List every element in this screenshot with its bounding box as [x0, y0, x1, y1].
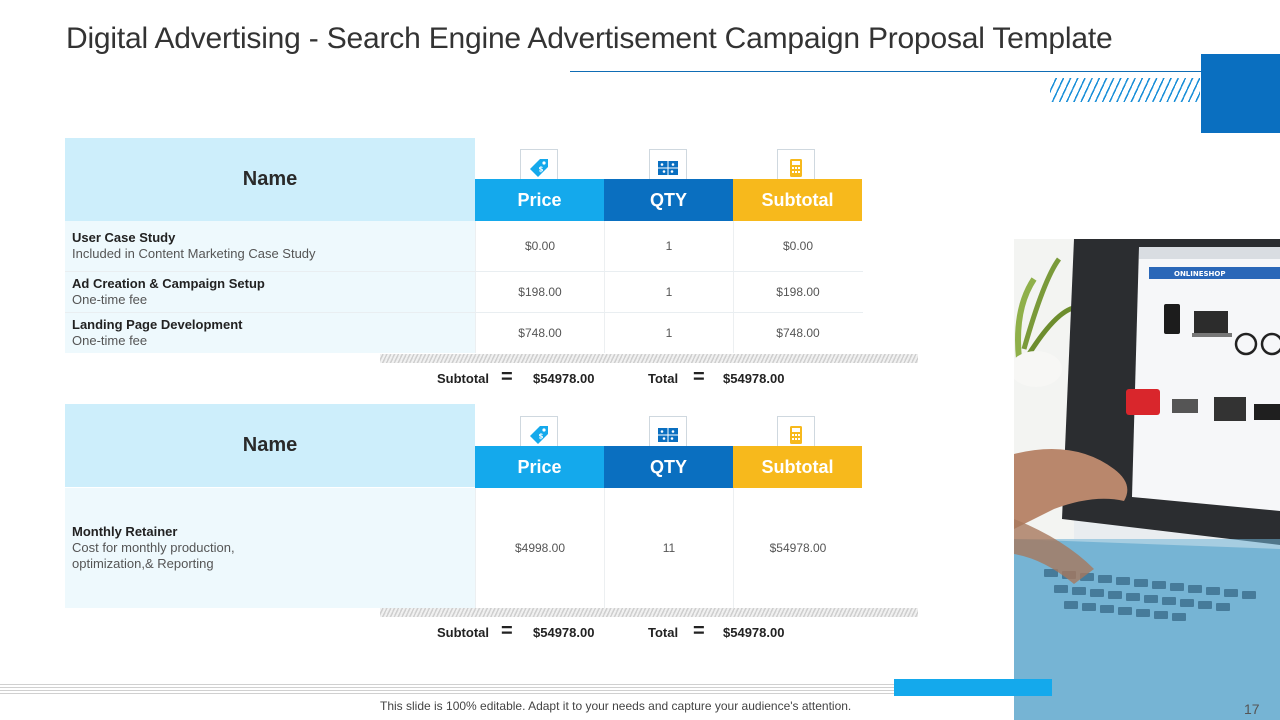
page-number: 17: [1244, 701, 1260, 717]
subtotal-value: $54978.00: [533, 625, 595, 640]
subtotal-cell: $54978.00: [733, 488, 862, 608]
decorative-hatch-bar: [380, 354, 918, 363]
total-label: Total: [648, 371, 679, 386]
slide-title: Digital Advertising - Search Engine Adve…: [66, 22, 1113, 55]
equals-sign: =: [693, 620, 705, 642]
name-column-header: Name: [65, 404, 475, 487]
table-row: User Case Study Included in Content Mark…: [65, 221, 863, 272]
row-title: Ad Creation & Campaign Setup: [72, 276, 265, 291]
equals-sign: =: [501, 366, 513, 388]
row-title: Monthly Retainer: [72, 524, 178, 539]
decorative-hatch: [1050, 78, 1200, 102]
footer-accent-bar: [894, 679, 1052, 696]
row-label: User Case Study Included in Content Mark…: [65, 221, 475, 271]
qty-column-header: QTY: [604, 179, 733, 221]
subtotal-cell: $198.00: [733, 272, 862, 312]
row-label: Landing Page Development One-time fee: [65, 313, 475, 353]
total-label: Total: [648, 625, 679, 640]
row-description: Included in Content Marketing Case Study: [72, 246, 316, 261]
qty-column-header: QTY: [604, 446, 733, 488]
row-description: Cost for monthly production,: [72, 540, 235, 555]
table-row: Ad Creation & Campaign Setup One-time fe…: [65, 272, 863, 313]
price-cell: $748.00: [475, 313, 604, 353]
row-title: Landing Page Development: [72, 317, 243, 332]
price-column-header: Price: [475, 179, 604, 221]
laptop-photo: ONLINESHOP: [1014, 239, 1280, 720]
price-column-header: Price: [475, 446, 604, 488]
svg-text:$: $: [539, 166, 544, 174]
decorative-hatch-bar: [380, 608, 918, 617]
name-column-header: Name: [65, 138, 475, 221]
qty-cell: 1: [604, 272, 733, 312]
equals-sign: =: [501, 620, 513, 642]
row-label: Ad Creation & Campaign Setup One-time fe…: [65, 272, 475, 312]
row-label: Monthly Retainer Cost for monthly produc…: [65, 488, 475, 608]
subtotal-cell: $748.00: [733, 313, 862, 353]
row-description: One-time fee: [72, 333, 148, 348]
corner-accent-block: [1201, 54, 1280, 133]
qty-cell: 1: [604, 313, 733, 353]
total-value: $54978.00: [723, 625, 785, 640]
svg-text:$: $: [539, 433, 544, 441]
subtotal-label: Subtotal: [437, 625, 489, 640]
row-title: User Case Study: [72, 230, 176, 245]
footer-stripes: [0, 682, 1050, 694]
subtotal-column-header: Subtotal: [733, 446, 862, 488]
table-row: Landing Page Development One-time fee $7…: [65, 313, 863, 353]
subtotal-cell: $0.00: [733, 221, 862, 271]
price-cell: $198.00: [475, 272, 604, 312]
equals-sign: =: [693, 366, 705, 388]
title-underline: [570, 71, 1202, 72]
price-cell: $0.00: [475, 221, 604, 271]
shop-label: ONLINESHOP: [1174, 270, 1226, 278]
total-value: $54978.00: [723, 371, 785, 386]
row-description: optimization,& Reporting: [72, 556, 214, 571]
qty-cell: 11: [604, 488, 733, 608]
subtotal-column-header: Subtotal: [733, 179, 862, 221]
subtotal-label: Subtotal: [437, 371, 489, 386]
row-description: One-time fee: [72, 292, 148, 307]
subtotal-value: $54978.00: [533, 371, 595, 386]
price-cell: $4998.00: [475, 488, 604, 608]
table-row: Monthly Retainer Cost for monthly produc…: [65, 488, 863, 608]
footer-note: This slide is 100% editable. Adapt it to…: [380, 699, 852, 713]
qty-cell: 1: [604, 221, 733, 271]
